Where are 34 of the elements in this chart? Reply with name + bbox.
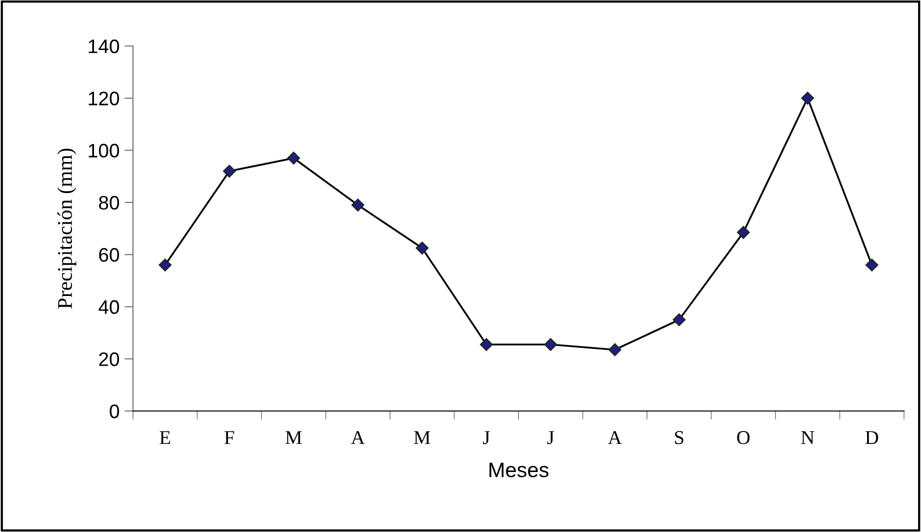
x-tick-label: A bbox=[351, 431, 365, 444]
y-tick-label: 60 bbox=[99, 248, 120, 262]
y-tick-label: 140 bbox=[88, 39, 120, 54]
x-tick-label: E bbox=[160, 431, 170, 444]
x-tick-label: J bbox=[483, 431, 490, 444]
point bbox=[287, 152, 300, 165]
point bbox=[672, 313, 686, 326]
x-tick-label: J bbox=[547, 431, 554, 444]
x-tick-label: M bbox=[286, 431, 302, 444]
x-axis-title: Meses bbox=[490, 462, 548, 478]
x-tick-label: D bbox=[865, 431, 878, 444]
y-tick-label: 20 bbox=[99, 352, 120, 366]
point bbox=[480, 338, 493, 351]
x-tick-label: N bbox=[801, 431, 814, 444]
y-tick-label: 120 bbox=[88, 92, 120, 106]
y-axis-title: Precipitación (mm) bbox=[57, 148, 76, 309]
y-tick-label: 0 bbox=[110, 404, 120, 418]
x-tick-label: F bbox=[224, 431, 234, 444]
point bbox=[158, 258, 172, 272]
point bbox=[865, 258, 878, 272]
y-tick-label: 100 bbox=[88, 144, 120, 158]
point bbox=[801, 92, 814, 105]
x-tick-label: O bbox=[737, 431, 750, 444]
y-tick-label: 40 bbox=[98, 300, 120, 314]
point bbox=[608, 343, 622, 356]
x-tick-label: S bbox=[675, 431, 684, 444]
x-tick-label: M bbox=[414, 431, 430, 444]
point bbox=[222, 164, 236, 178]
point bbox=[544, 338, 558, 351]
point bbox=[416, 242, 429, 254]
x-tick-label: A bbox=[608, 431, 622, 444]
y-tick-label: 80 bbox=[99, 196, 120, 210]
point bbox=[351, 198, 364, 212]
point bbox=[736, 226, 750, 239]
